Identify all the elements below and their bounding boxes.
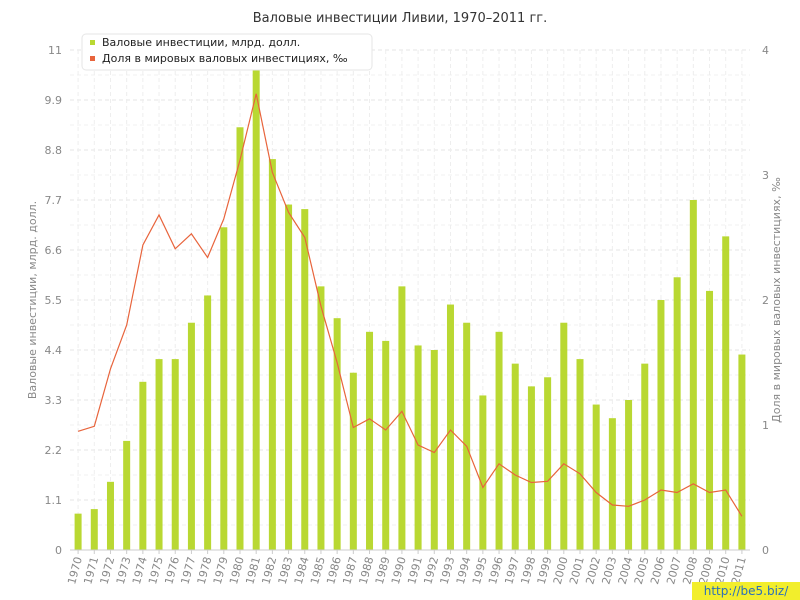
bar [706, 290, 714, 550]
bar [689, 200, 697, 550]
y-right-tick-label: 2 [762, 294, 769, 307]
y-left-tick-label: 6.6 [45, 244, 63, 257]
bar [204, 295, 212, 550]
line-series [77, 93, 743, 517]
bar [511, 363, 519, 550]
bar [625, 400, 633, 550]
y-left-axis-label: Валовые инвестиции, млрд. долл. [26, 201, 39, 399]
bar [236, 127, 244, 550]
y-left-tick-label: 8.8 [45, 144, 63, 157]
legend-marker-bars [90, 40, 95, 45]
bar [722, 236, 730, 550]
bar [301, 209, 309, 550]
bar [463, 322, 471, 550]
legend-box [81, 33, 373, 71]
bar [544, 377, 552, 550]
legend: Валовые инвестиции, млрд. долл. Доля в м… [81, 33, 373, 71]
bar [592, 404, 600, 550]
series-line [77, 93, 743, 517]
bar [123, 440, 131, 550]
y-right-tick-labels: 0 1 2 3 4 [762, 44, 769, 557]
y-right-axis-label: Доля в мировых валовых инвестициях, ‰ [770, 177, 783, 423]
legend-label-line: Доля в мировых валовых инвестициях, ‰ [102, 52, 348, 65]
y-left-tick-label: 7.7 [45, 194, 63, 207]
bar [366, 331, 374, 550]
axes [70, 549, 750, 554]
bar [608, 418, 616, 550]
bar [446, 304, 454, 550]
bar [285, 204, 293, 550]
y-left-tick-label: 5.5 [45, 294, 63, 307]
y-left-tick-label: 11 [48, 44, 62, 57]
bar-series [74, 59, 746, 551]
chart-title: Валовые инвестиции Ливии, 1970–2011 гг. [253, 11, 548, 26]
bar [74, 513, 82, 550]
bar [657, 300, 665, 550]
y-left-tick-label: 2.2 [45, 444, 63, 457]
y-right-tick-label: 1 [762, 419, 769, 432]
bar [220, 227, 228, 551]
legend-label-bars: Валовые инвестиции, млрд. долл. [102, 36, 300, 49]
y-right-tick-label: 3 [762, 169, 769, 182]
bar [527, 386, 535, 550]
bar [738, 354, 746, 550]
y-left-tick-label: 9.9 [45, 94, 63, 107]
bar [398, 286, 406, 550]
bar [333, 318, 341, 550]
y-left-tick-label: 1.1 [45, 494, 63, 507]
bar [106, 481, 114, 550]
bar [641, 363, 649, 550]
bar [414, 345, 422, 550]
bar [187, 322, 195, 550]
bar [252, 59, 260, 550]
bar [268, 159, 276, 550]
y-left-tick-labels: 0 1.1 2.2 3.3 4.4 5.5 6.6 7.7 8.8 9.9 11 [45, 44, 63, 557]
x-tick-labels: 1970197119721973197419751976197719781979… [65, 555, 749, 585]
bar [349, 372, 357, 550]
bar [430, 350, 438, 550]
y-left-tick-label: 4.4 [45, 344, 63, 357]
bar [673, 277, 681, 550]
bar [479, 395, 487, 550]
bar [90, 509, 98, 550]
bar [576, 359, 584, 550]
y-left-tick-label: 3.3 [45, 394, 63, 407]
bar [495, 331, 503, 550]
y-right-tick-label: 0 [762, 544, 769, 557]
bar [171, 359, 179, 550]
legend-marker-line [90, 56, 95, 61]
watermark: http://be5.biz/ [692, 582, 800, 600]
bar [155, 359, 163, 550]
bar [560, 322, 568, 550]
y-right-tick-label: 4 [762, 44, 769, 57]
bar [317, 286, 325, 550]
bar [139, 381, 147, 550]
y-left-tick-label: 0 [55, 544, 62, 557]
bar [382, 340, 390, 550]
